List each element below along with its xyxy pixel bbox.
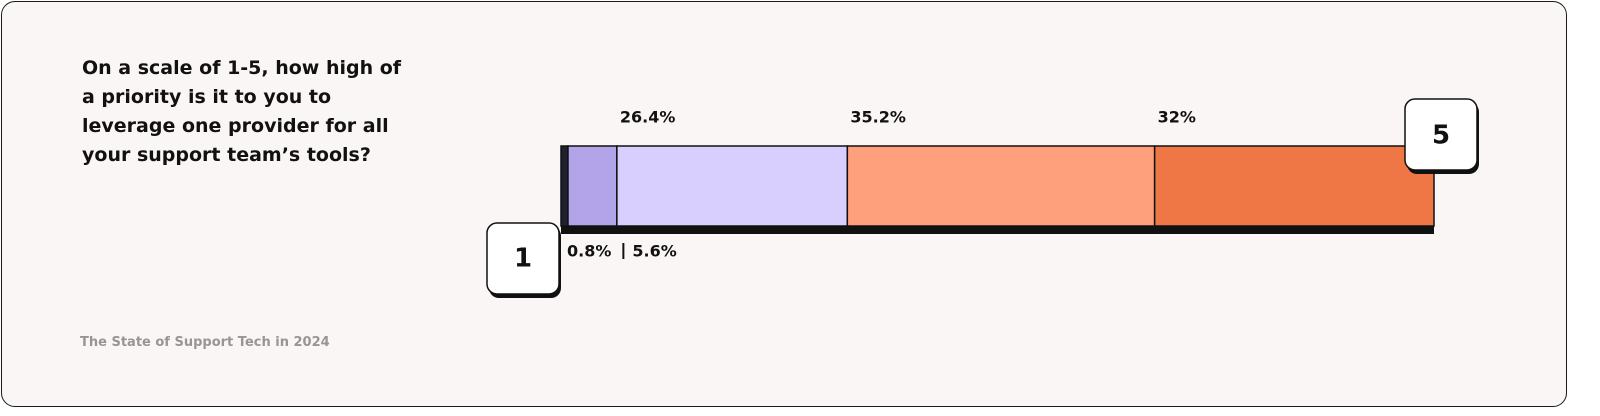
low-box: 1 xyxy=(486,222,561,298)
box xyxy=(1404,98,1478,171)
value-label: 32% xyxy=(1158,108,1196,127)
high-label: 5 xyxy=(1432,121,1450,151)
high-box: 5 xyxy=(1404,98,1479,174)
value-label: 35.2% xyxy=(850,108,906,127)
bar-segment xyxy=(567,145,618,227)
source: The State of Support Tech in 2024 xyxy=(80,335,330,350)
bar-segment xyxy=(616,145,849,227)
bar-segment xyxy=(846,145,1156,227)
value-label: 0.8% xyxy=(567,242,611,261)
chart-title: On a scale of 1-5, how high of a priorit… xyxy=(82,57,402,166)
low-label: 1 xyxy=(514,244,532,274)
bar-segment xyxy=(560,145,569,227)
value-label: 5.6% xyxy=(632,242,676,261)
bar-segment xyxy=(1153,145,1435,227)
value-label: 26.4% xyxy=(620,108,676,127)
